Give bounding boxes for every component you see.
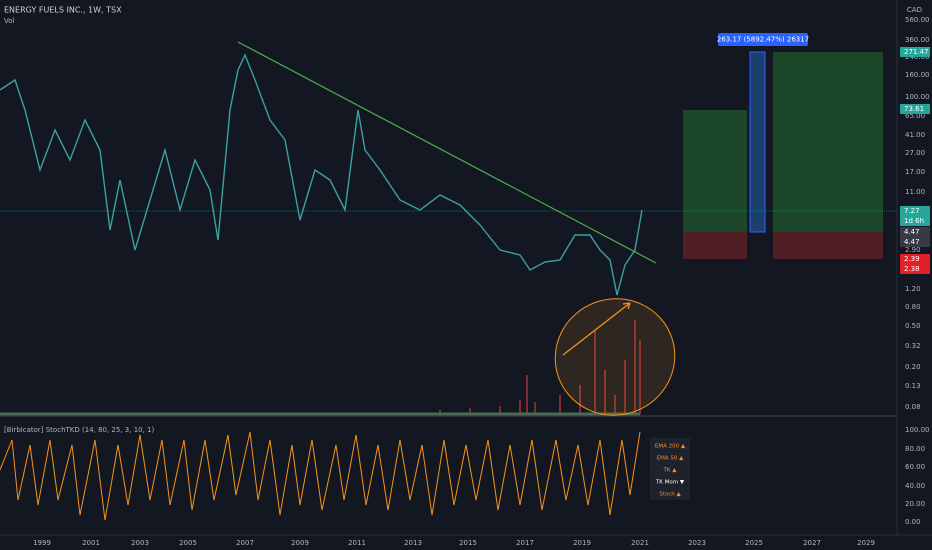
price-badge [900,206,930,216]
volume-bars [439,320,641,414]
price-tick-label: 0.32 [905,342,921,350]
time-tick-label: 2017 [516,539,534,547]
price-badge [900,216,930,226]
price-tick-label: 360.00 [905,36,930,44]
price-badge [900,254,930,264]
time-tick-label: 2029 [857,539,875,547]
indicator-tick-label: 60.00 [905,463,925,471]
indicator-tick-label: 0.00 [905,518,921,526]
indicator-legend-item: EMA 50 ▲ [657,456,684,462]
price-tick-label: 65.00 [905,112,925,120]
indicator-legend-item: TK Mom ▼ [655,480,685,486]
indicator-legend-item: Stoch ▲ [659,492,681,498]
indicator-tick-label: 100.00 [905,426,930,434]
chart-title: ENERGY FUELS INC., 1W, TSX [4,6,122,15]
price-tick-label: 2.90 [905,246,921,254]
indicator-legend-item: TK ▲ [663,468,678,474]
price-tick-label: 41.00 [905,131,925,139]
time-tick-label: 2025 [745,539,763,547]
price-badge [900,264,930,274]
currency: CAD [907,6,922,14]
stoch-line [0,431,641,521]
loss-zone [683,232,747,259]
price-badge-label: 1d 6h [904,217,924,225]
time-tick-label: 2003 [131,539,149,547]
price-tick-label: 0.50 [905,322,921,330]
price-badge-label: 2.39 [904,255,920,263]
annotation: 263.17 (5892.47%) 26317 [717,36,809,44]
time-tick-label: 2021 [631,539,649,547]
price-series [0,53,643,296]
price-tick-label: 1.20 [905,285,921,293]
price-tick-label: 0.20 [905,363,921,371]
price-badge-label: 7.27 [904,207,920,215]
indicator-title: [Birbicator] StochTKD (14, 80, 25, 3, 10… [4,426,154,434]
profit-zone [773,52,883,232]
time-tick-label: 2019 [573,539,591,547]
trend-line [237,41,657,264]
arrow-head [622,302,631,310]
time-tick-label: 2005 [179,539,197,547]
time-tick-label: 2011 [348,539,366,547]
profit-zone [683,110,747,232]
price-badge [900,227,930,237]
time-tick-label: 2013 [404,539,422,547]
annotation-box [718,33,808,46]
indicator-tick-label: 20.00 [905,500,925,508]
price-tick-label: 0.08 [905,403,921,411]
price-badge-label: 271.47 [904,48,929,56]
loss-zone [773,232,883,259]
price-tick-label: 0.80 [905,303,921,311]
price-tick-label: 560.00 [905,16,930,24]
time-tick-label: 2027 [803,539,821,547]
price-badge-label: 4.47 [904,238,920,246]
time-tick-label: 2009 [291,539,309,547]
price-tick-label: 27.00 [905,149,925,157]
measure-range [749,51,766,233]
price-tick-label: 0.13 [905,382,921,390]
price-badge [900,47,930,57]
indicator-tick-label: 40.00 [905,482,925,490]
price-badge-label: 2.38 [904,265,920,273]
indicator-legend [650,438,690,500]
time-tick-label: 2015 [459,539,477,547]
price-badge-label: 4.47 [904,228,920,236]
price-badge [900,237,930,247]
arrow [562,302,631,356]
time-tick-label: 2007 [236,539,254,547]
indicator-tick-label: 80.00 [905,445,925,453]
time-tick-label: 2001 [82,539,100,547]
time-tick-label: 2023 [688,539,706,547]
highlight-ellipse [554,298,676,416]
price-tick-label: 11.00 [905,188,925,196]
time-tick-label: 1999 [33,539,51,547]
price-tick-label: 100.00 [905,93,930,101]
price-tick-label: 160.00 [905,71,930,79]
price-badge [900,104,930,114]
price-badge-label: 73.61 [904,105,924,113]
price-tick-label: 17.00 [905,168,925,176]
volume-label: Vol [4,17,15,25]
indicator-legend-item: EMA 200 ▲ [655,444,686,450]
